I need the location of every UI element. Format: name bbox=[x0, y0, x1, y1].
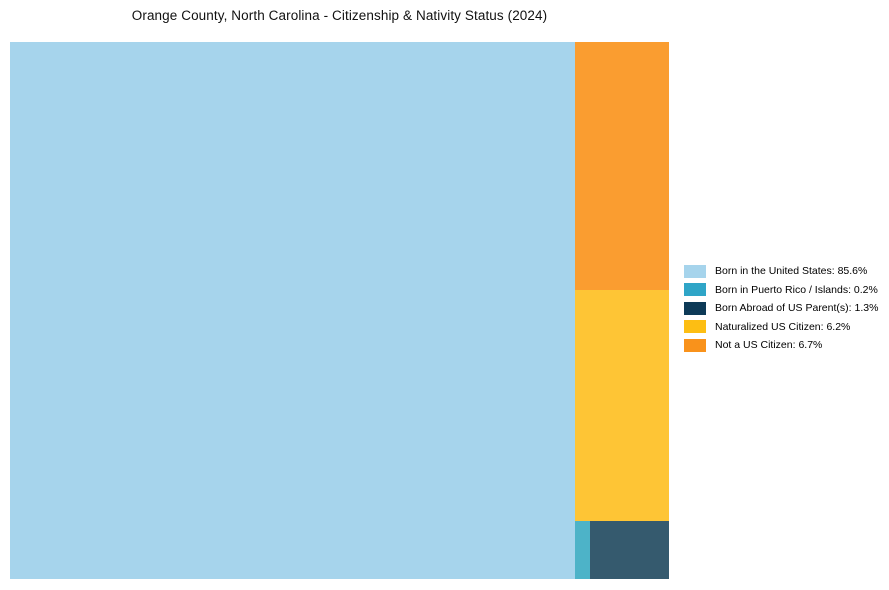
legend-swatch-naturalized-us-citizen bbox=[684, 320, 706, 334]
legend-label-born-abroad-of-us-parents: Born Abroad of US Parent(s): 1.3% bbox=[715, 302, 879, 315]
chart-title: Orange County, North Carolina - Citizens… bbox=[131, 8, 548, 23]
legend-swatch-born-in-puerto-rico-islands bbox=[684, 283, 706, 297]
chart-legend: Born in the United States: 85.6% Born in… bbox=[684, 262, 878, 355]
legend-label-naturalized-us-citizen: Naturalized US Citizen: 6.2% bbox=[715, 320, 851, 333]
legend-item-not-a-us-citizen[interactable]: Not a US Citizen: 6.7% bbox=[684, 336, 878, 355]
legend-item-born-in-puerto-rico-islands[interactable]: Born in Puerto Rico / Islands: 0.2% bbox=[684, 281, 878, 300]
legend-swatch-born-abroad-of-us-parents bbox=[684, 301, 706, 315]
legend-label-born-in-puerto-rico-islands: Born in Puerto Rico / Islands: 0.2% bbox=[715, 283, 878, 296]
treemap-tile-born-abroad-of-us-parents[interactable] bbox=[590, 521, 669, 579]
legend-label-born-in-us: Born in the United States: 85.6% bbox=[715, 265, 868, 278]
legend-item-naturalized-us-citizen[interactable]: Naturalized US Citizen: 6.2% bbox=[684, 318, 878, 337]
legend-label-not-a-us-citizen: Not a US Citizen: 6.7% bbox=[715, 339, 823, 352]
legend-item-born-abroad-of-us-parents[interactable]: Born Abroad of US Parent(s): 1.3% bbox=[684, 299, 878, 318]
treemap-tile-born-in-puerto-rico-islands[interactable] bbox=[575, 521, 590, 579]
treemap-tile-naturalized-us-citizen[interactable] bbox=[575, 290, 669, 521]
treemap-plot-area bbox=[10, 42, 669, 579]
legend-item-born-in-us[interactable]: Born in the United States: 85.6% bbox=[684, 262, 878, 281]
treemap-tile-not-a-us-citizen[interactable] bbox=[575, 42, 669, 290]
legend-swatch-born-in-us bbox=[684, 264, 706, 278]
treemap-tile-born-in-us[interactable] bbox=[10, 42, 575, 579]
legend-swatch-not-a-us-citizen bbox=[684, 338, 706, 352]
